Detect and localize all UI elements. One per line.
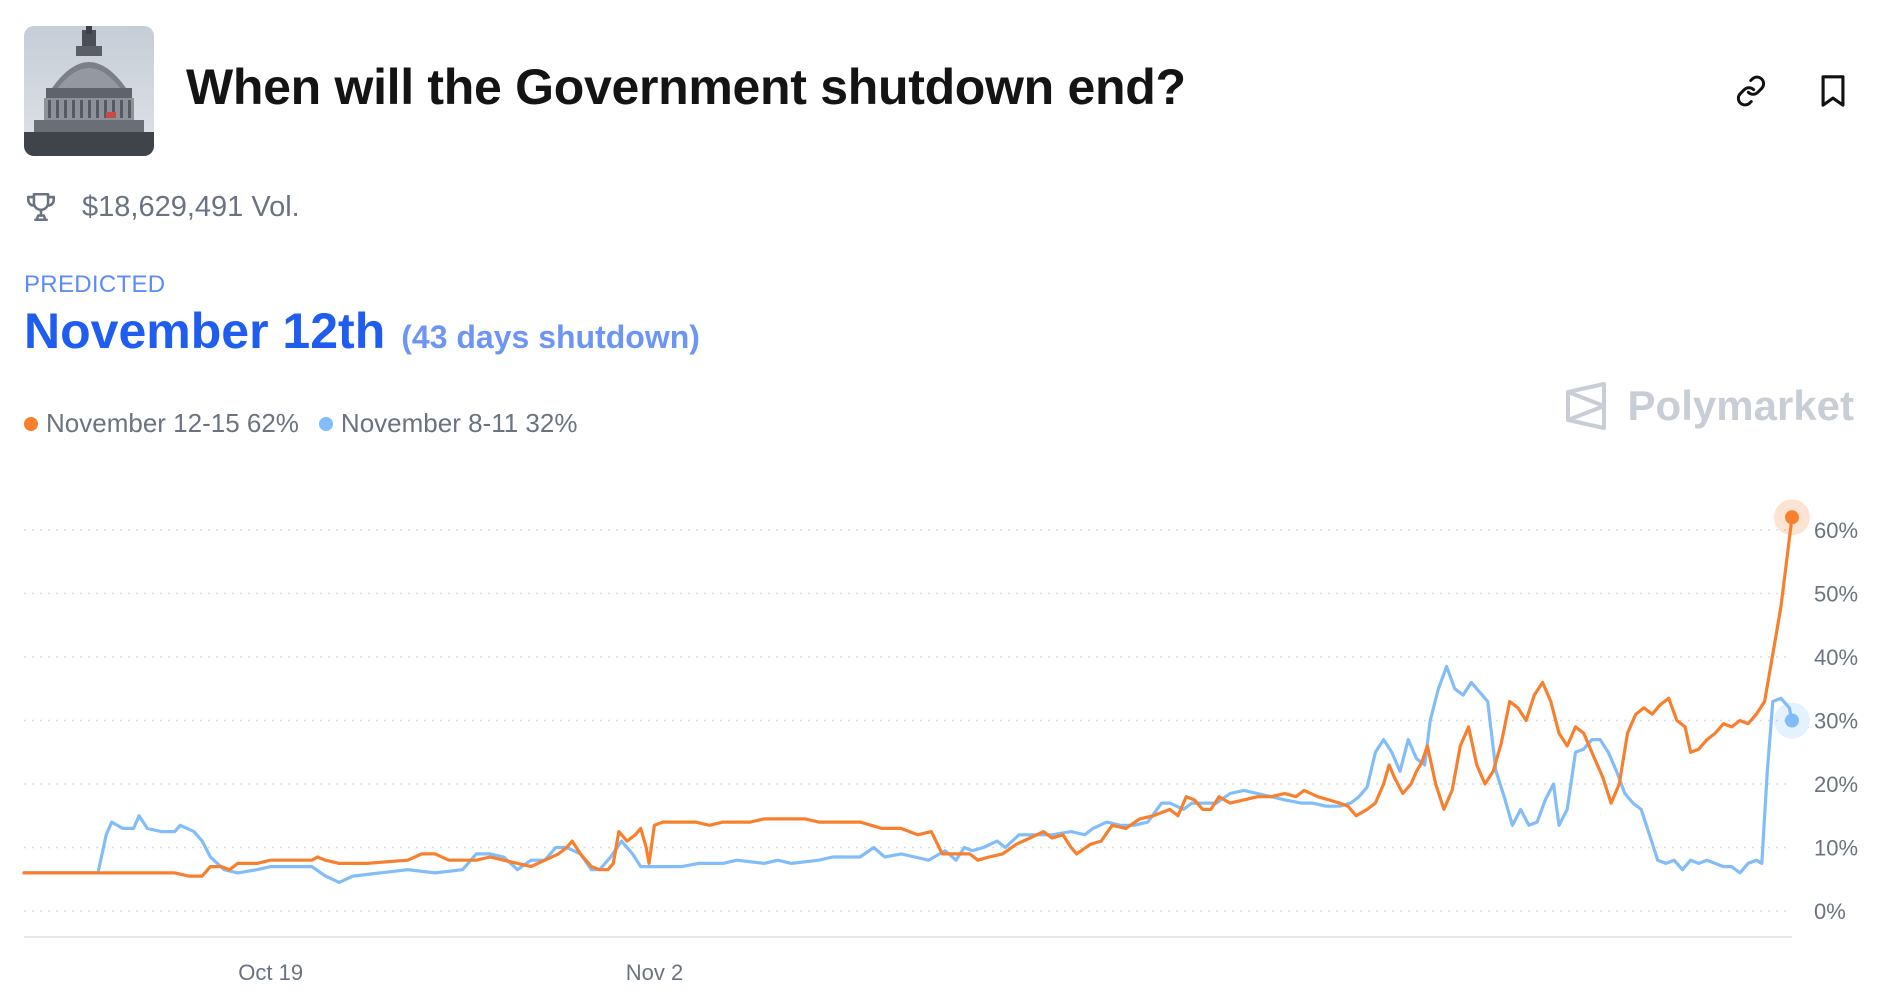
x-axis: Oct 19 Nov 2 bbox=[238, 960, 683, 985]
y-tick-label: 50% bbox=[1814, 582, 1858, 607]
volume-text: $18,629,491 Vol. bbox=[82, 190, 300, 223]
link-icon bbox=[1736, 75, 1766, 107]
predicted-label: PREDICTED bbox=[24, 271, 166, 298]
legend-item-nov-12-15[interactable]: November 12-15 62% bbox=[24, 408, 299, 439]
market-title: When will the Government shutdown end? bbox=[186, 59, 1186, 115]
legend-label: November 12-15 62% bbox=[46, 408, 299, 438]
volume-row: $18,629,491 Vol. bbox=[24, 190, 300, 224]
bookmark-button[interactable] bbox=[1812, 70, 1854, 112]
polymarket-logo-icon bbox=[1565, 382, 1606, 430]
x-tick-label: Oct 19 bbox=[238, 960, 303, 985]
y-tick-label: 40% bbox=[1814, 645, 1858, 670]
y-tick-label: 20% bbox=[1814, 772, 1858, 797]
end-point-marker[interactable] bbox=[1785, 510, 1799, 525]
brand-name: Polymarket bbox=[1627, 382, 1854, 429]
capitol-dome-image bbox=[24, 26, 154, 156]
bookmark-icon bbox=[1821, 75, 1845, 107]
series-line bbox=[22, 664, 1794, 884]
y-axis: 0% 10% 20% 30% 40% 50% 60% bbox=[1814, 518, 1858, 924]
y-tick-label: 60% bbox=[1814, 518, 1858, 543]
price-chart: Oct 19 Nov 2 0% 10% 20% 30% 40% 50% 60% bbox=[22, 499, 1858, 985]
y-tick-label: 0% bbox=[1814, 899, 1846, 924]
y-tick-label: 10% bbox=[1814, 836, 1858, 861]
x-tick-label: Nov 2 bbox=[626, 960, 683, 985]
series-line bbox=[22, 515, 1794, 878]
predicted-value: November 12th bbox=[24, 303, 386, 359]
grid-layer bbox=[24, 529, 1792, 938]
series-layer bbox=[22, 515, 1794, 884]
market-thumbnail bbox=[24, 26, 154, 156]
predicted-detail: (43 days shutdown) bbox=[401, 319, 700, 355]
y-tick-label: 30% bbox=[1814, 709, 1858, 734]
end-point-marker[interactable] bbox=[1785, 713, 1799, 728]
trophy-icon bbox=[26, 192, 56, 222]
legend-dot-orange bbox=[24, 416, 38, 431]
legend-item-nov-8-11[interactable]: November 8-11 32% bbox=[318, 408, 578, 439]
markers-layer bbox=[1774, 499, 1810, 739]
copy-link-button[interactable] bbox=[1730, 70, 1772, 112]
legend-label: November 8-11 32% bbox=[340, 408, 578, 438]
prediction-row: November 12th (43 days shutdown) bbox=[24, 302, 700, 360]
chart-legend: November 12-15 62% November 8-11 32% bbox=[24, 408, 577, 439]
polymarket-watermark: Polymarket bbox=[1564, 382, 1854, 430]
top-actions bbox=[1730, 70, 1854, 112]
legend-dot-blue bbox=[318, 416, 333, 431]
